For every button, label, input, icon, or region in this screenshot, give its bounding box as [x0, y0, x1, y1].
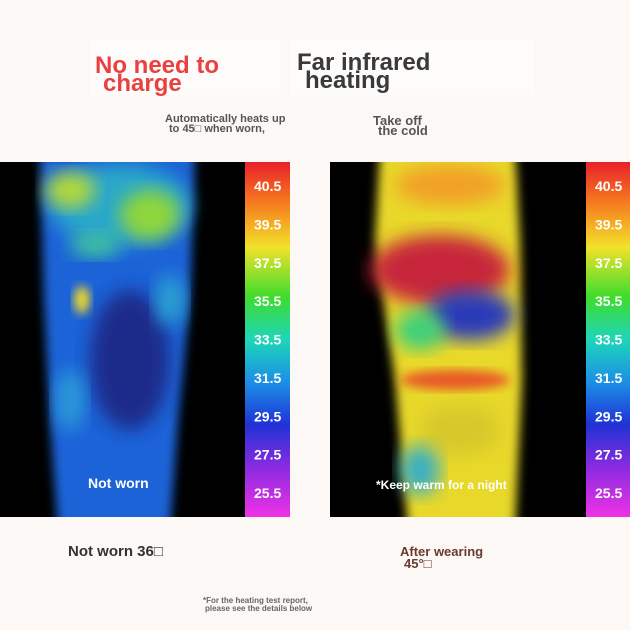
scale-label: 35.5 [254, 293, 281, 309]
footnote: *For the heating test report, [203, 596, 308, 605]
headline: heating [305, 67, 390, 94]
scale-label: 37.5 [254, 255, 281, 271]
scale-label: 31.5 [254, 370, 281, 386]
subhead: the cold [378, 123, 428, 138]
temperature-scale [586, 162, 630, 517]
footnote: please see the details below [205, 604, 313, 613]
scale-label: 29.5 [254, 408, 281, 424]
scale-label: 27.5 [254, 447, 281, 463]
scale-label: 31.5 [595, 370, 622, 386]
thermal-image-before [0, 162, 245, 517]
scale-label: 33.5 [254, 332, 281, 348]
temperature-scale [245, 162, 290, 517]
caption: 45°□ [404, 556, 432, 571]
headline: charge [103, 70, 182, 97]
scale-label: 27.5 [595, 447, 622, 463]
headline: No need to [95, 52, 219, 79]
scale-label: 35.5 [595, 293, 622, 309]
headline-bg [90, 40, 280, 95]
scale-label: 40.5 [254, 178, 281, 194]
caption: Not worn 36□ [68, 543, 163, 560]
thermal-image-after [330, 162, 586, 517]
overlay-label: Not worn [88, 475, 149, 491]
scale-label: 33.5 [595, 332, 622, 348]
scale-label: 40.5 [595, 178, 622, 194]
headline-bg [290, 40, 535, 95]
scale-label: 39.5 [254, 216, 281, 232]
overlay-label: *Keep warm for a night [376, 478, 507, 492]
caption: After wearing [400, 544, 483, 559]
scale-label: 37.5 [595, 255, 622, 271]
subhead: Take off [373, 113, 423, 128]
headline: Far infrared [297, 49, 430, 76]
subhead: Automatically heats up [165, 113, 286, 125]
scale-label: 39.5 [595, 216, 622, 232]
scale-label: 25.5 [254, 485, 281, 501]
scale-label: 25.5 [595, 485, 622, 501]
subhead: to 45□ when worn, [169, 123, 265, 135]
scale-label: 29.5 [595, 408, 622, 424]
